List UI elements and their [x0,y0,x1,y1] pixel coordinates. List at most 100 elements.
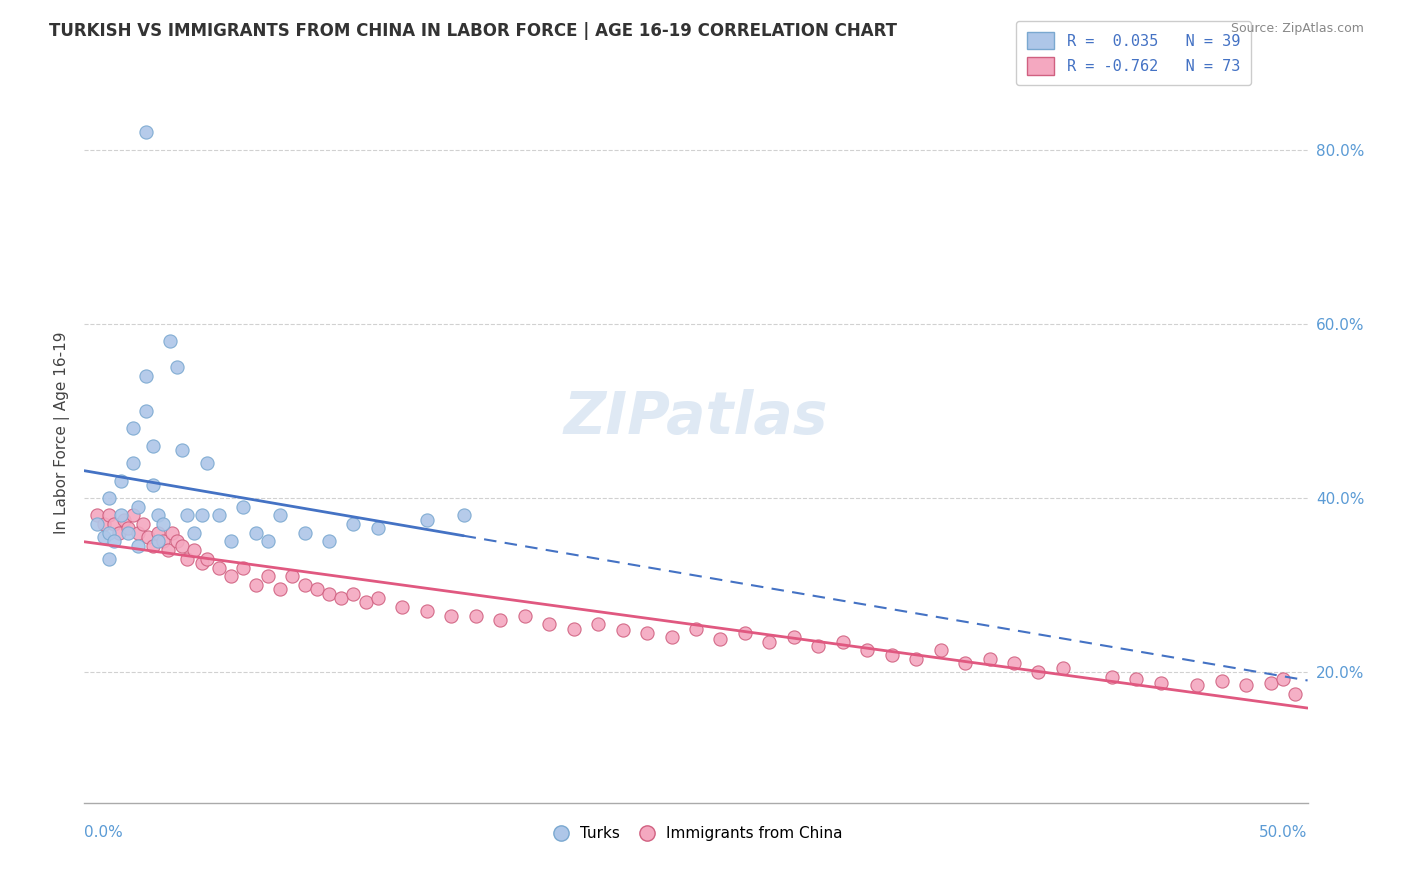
Point [318,534,340,549]
Point [318,587,340,601]
Legend: Turks, Immigrants from China: Turks, Immigrants from China [544,820,848,847]
Point [159,334,181,348]
Point [342,517,364,532]
Point [146,525,169,540]
Point [1101,669,1123,683]
Text: ZIPatlas: ZIPatlas [564,389,828,446]
Text: TURKISH VS IMMIGRANTS FROM CHINA IN LABOR FORCE | AGE 16-19 CORRELATION CHART: TURKISH VS IMMIGRANTS FROM CHINA IN LABO… [49,22,897,40]
Point [97,552,120,566]
Point [127,525,149,540]
Point [195,552,218,566]
Point [172,539,194,553]
Point [1028,665,1050,680]
Point [354,595,377,609]
Point [183,525,205,540]
Point [342,587,364,601]
Text: 50.0%: 50.0% [1260,824,1308,839]
Point [219,534,242,549]
Point [783,630,806,644]
Point [685,622,707,636]
Point [1002,657,1025,671]
Point [1260,675,1282,690]
Point [281,569,304,583]
Point [257,534,280,549]
Point [440,608,463,623]
Point [245,578,267,592]
Point [135,404,157,418]
Point [136,530,159,544]
Point [1125,672,1147,686]
Point [176,508,198,523]
Point [142,478,165,492]
Point [562,622,585,636]
Point [1284,687,1306,701]
Point [1236,678,1258,692]
Point [929,643,952,657]
Point [146,508,169,523]
Point [1150,675,1173,690]
Point [367,591,389,606]
Point [97,525,120,540]
Point [232,500,254,514]
Point [183,543,205,558]
Point [758,634,780,648]
Point [1052,661,1074,675]
Point [110,474,132,488]
Point [538,617,561,632]
Point [152,517,174,532]
Point [208,560,231,574]
Point [219,569,242,583]
Point [195,456,218,470]
Point [513,608,536,623]
Point [103,534,125,549]
Point [294,525,316,540]
Point [135,125,157,139]
Point [142,439,165,453]
Point [97,491,120,505]
Point [734,626,756,640]
Point [232,560,254,574]
Point [122,456,145,470]
Point [93,530,115,544]
Point [1272,672,1295,686]
Point [127,500,149,514]
Point [110,508,132,523]
Point [257,569,280,583]
Point [152,534,174,549]
Point [86,508,108,523]
Point [831,634,853,648]
Point [97,508,120,523]
Point [391,599,413,614]
Point [416,513,439,527]
Point [93,517,115,532]
Point [661,630,683,644]
Y-axis label: In Labor Force | Age 16-19: In Labor Force | Age 16-19 [55,331,70,534]
Point [367,521,389,535]
Point [464,608,486,623]
Point [636,626,658,640]
Point [1187,678,1209,692]
Point [86,517,108,532]
Point [880,648,903,662]
Point [612,624,634,638]
Point [156,543,179,558]
Point [979,652,1001,666]
Text: Source: ZipAtlas.com: Source: ZipAtlas.com [1230,22,1364,36]
Point [1211,673,1233,688]
Point [176,552,198,566]
Point [127,539,149,553]
Point [162,525,184,540]
Point [122,508,145,523]
Point [191,556,214,570]
Point [294,578,316,592]
Point [135,369,157,384]
Point [856,643,879,657]
Point [132,517,155,532]
Point [905,652,928,666]
Point [191,508,214,523]
Point [117,521,139,535]
Point [453,508,475,523]
Point [269,508,291,523]
Point [330,591,353,606]
Point [166,534,188,549]
